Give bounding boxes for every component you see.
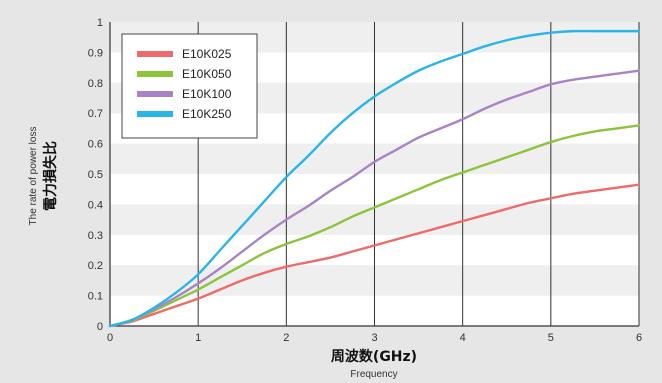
x-tick-label: 2 xyxy=(283,332,289,344)
x-tick-label: 3 xyxy=(371,332,377,344)
x-tick-label: 1 xyxy=(195,332,201,344)
legend-swatch xyxy=(137,91,173,97)
y-tick-label: 1 xyxy=(97,17,103,29)
y-tick-label: 0 xyxy=(97,321,103,333)
legend-label: E10K250 xyxy=(182,107,232,121)
x-tick-label: 5 xyxy=(548,332,554,344)
series-line-e10k250 xyxy=(108,29,641,328)
y-tick-labels: 0 0.1 0.2 0.3 0.4 0.5 0.6 0.7 0.8 0.9 1 xyxy=(88,17,103,333)
y-tick-label: 0.4 xyxy=(88,199,103,211)
x-tick-label: 0 xyxy=(107,332,113,344)
y-tick-label: 0.5 xyxy=(88,169,103,181)
legend-label: E10K050 xyxy=(182,67,232,81)
x-axis-label-jp: 周波数(GHz) xyxy=(331,348,417,365)
x-axis-label-en: Frequency xyxy=(350,369,397,380)
y-axis-label-jp: 電力損失比 xyxy=(42,141,59,211)
legend-swatch xyxy=(137,71,173,77)
series-line-e10k025 xyxy=(108,183,641,328)
y-tick-label: 0.3 xyxy=(88,230,103,242)
legend-label: E10K100 xyxy=(182,87,232,101)
series-line-e10k100 xyxy=(108,69,641,328)
y-tick-label: 0.2 xyxy=(88,260,103,272)
x-tick-label: 6 xyxy=(636,332,642,344)
legend-label: E10K025 xyxy=(182,47,232,61)
x-tick-labels: 0 1 2 3 4 5 6 xyxy=(107,332,642,344)
y-axis-label-en: The rate of power loss xyxy=(28,127,39,226)
y-tick-label: 0.9 xyxy=(88,47,103,59)
series-lines xyxy=(108,29,641,328)
series-line-e10k050 xyxy=(108,124,641,328)
y-tick-label: 0.1 xyxy=(88,291,103,303)
y-tick-label: 0.7 xyxy=(88,108,103,120)
y-tick-label: 0.6 xyxy=(88,139,103,151)
x-tick-label: 4 xyxy=(460,332,466,344)
axes xyxy=(109,22,639,327)
legend: E10K025 E10K050 E10K100 E10K250 xyxy=(121,33,258,139)
legend-swatch xyxy=(137,51,173,57)
legend-swatch xyxy=(137,111,173,117)
y-tick-label: 0.8 xyxy=(88,78,103,90)
